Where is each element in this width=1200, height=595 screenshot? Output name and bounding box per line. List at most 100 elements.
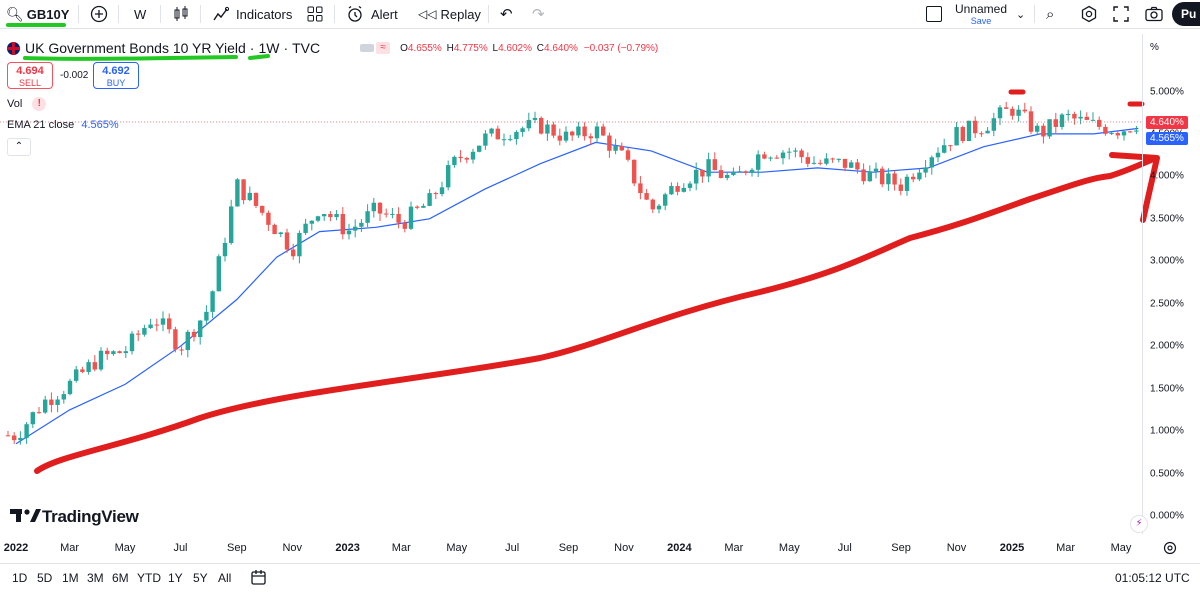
legend-title-row[interactable]: UK Government Bonds 10 YR Yield · 1W · T… [7,40,658,56]
warning-icon[interactable]: ! [32,97,47,111]
buy-button[interactable]: 4.692 BUY [93,62,139,89]
candle-body [650,199,655,210]
ema-legend[interactable]: EMA 21 close 4.565% [7,119,119,131]
candle-body [241,179,246,201]
legend-collapse-button[interactable]: ⌃ [7,138,31,156]
candle-body [315,216,321,221]
candle-body [92,362,97,370]
x-tick-label: 2025 [999,542,1025,554]
buy-price: 4.692 [102,65,130,77]
candle-body [36,412,42,414]
compare-wave-icon[interactable]: ≈ [376,42,391,54]
x-tick-label: May [1110,542,1132,554]
candle-body [1035,125,1040,132]
candle-body [210,291,215,312]
y-tick-label: 0.000% [1150,510,1184,522]
redo-button[interactable]: ↷ [532,4,545,24]
interval-button[interactable]: W [134,4,146,24]
candle-body [805,157,810,164]
x-tick-label: Mar [60,542,80,554]
candle-body [681,187,686,192]
range-button-1m[interactable]: 1M [62,571,79,585]
range-button-ytd[interactable]: YTD [137,571,161,585]
replay-button[interactable]: ◁◁ Replay [418,4,481,24]
range-button-1d[interactable]: 1D [12,571,28,585]
candle-body [402,222,407,229]
visibility-toggle-icon[interactable] [360,44,375,52]
volume-label: Vol [7,98,23,110]
snapshot-button[interactable] [1145,4,1163,24]
candle-body [86,362,91,372]
range-button-6m[interactable]: 6M [112,571,129,585]
quick-search-button[interactable]: ⌕ [1046,4,1054,24]
search-icon: 🔍︎ [6,5,24,22]
range-button-5y[interactable]: 5Y [193,571,208,585]
publish-button[interactable]: Pu [1172,2,1200,26]
range-button-all[interactable]: All [218,571,232,585]
templates-button[interactable] [307,4,323,24]
candle-body [749,169,755,173]
indicators-button[interactable]: Indicators [212,4,292,24]
calendar-icon [251,570,266,585]
alert-button[interactable]: Alert [346,4,398,24]
layout-select-toggle[interactable] [926,4,942,24]
y-tick-label: 2.500% [1150,298,1184,310]
gear-icon [1163,541,1177,555]
candle-body [923,167,928,173]
settings-button[interactable] [1080,4,1098,24]
spread-value: -0.002 [60,70,89,81]
candle-body [911,176,916,180]
chart-type-button[interactable] [172,4,190,24]
indicators-icon [213,6,230,21]
candle-body [780,152,786,159]
axis-settings-button[interactable] [1163,541,1177,560]
candle-body [762,154,767,159]
compare-button[interactable] [90,4,108,24]
chevron-up-icon: ⌃ [14,141,24,152]
plus-circle-icon [90,5,108,23]
x-tick-label: Sep [227,542,247,554]
range-button-5d[interactable]: 5D [37,571,53,585]
candle-body [557,135,562,141]
candle-body [433,193,438,195]
candle-body [371,202,376,212]
range-button-1y[interactable]: 1Y [168,571,183,585]
volume-legend[interactable]: Vol ! [7,97,47,111]
checkbox-icon [926,6,942,22]
date-range-button[interactable] [250,569,268,592]
undo-button[interactable]: ↶ [500,4,513,24]
candle-body [880,168,885,185]
layout-dropdown[interactable]: ⌄ [1016,4,1025,24]
y-tick-label: 4.000% [1150,170,1184,182]
lightning-icon[interactable]: ⚡︎ [1130,515,1148,533]
candle-body [619,145,624,151]
annotation-red-curve [34,155,1159,474]
replay-label: Replay [440,6,481,22]
clock-time[interactable]: 01:05:12 UTC [1115,571,1190,585]
candle-body [74,369,79,381]
candle-body [5,435,11,437]
x-tick-label: Mar [724,542,744,554]
alert-label: Alert [371,6,398,22]
symbol-search[interactable]: 🔍︎ GB10Y [6,4,69,24]
x-tick-label: Mar [391,542,411,554]
candle-body [396,213,401,223]
candle-body [929,157,934,168]
candle-body [973,120,978,134]
candle-body [334,213,339,218]
fullscreen-button[interactable] [1113,4,1129,24]
candle-body [328,214,333,218]
candle-body [700,169,705,177]
x-tick-label: Mar [1056,542,1076,554]
layout-name-button[interactable]: Unnamed Save [954,3,1008,27]
range-button-3m[interactable]: 3M [87,571,104,585]
candle-body [632,159,637,184]
symbol-title: UK Government Bonds 10 YR Yield [25,40,246,56]
ohlc-values: O4.655% H4.775% L4.602% C4.640% −0.037 (… [400,42,659,54]
sell-button[interactable]: 4.694 SELL [7,62,53,89]
candle-body [55,399,60,405]
candle-body [539,117,544,134]
candle-body [495,128,500,140]
x-tick-label: May [446,542,468,554]
